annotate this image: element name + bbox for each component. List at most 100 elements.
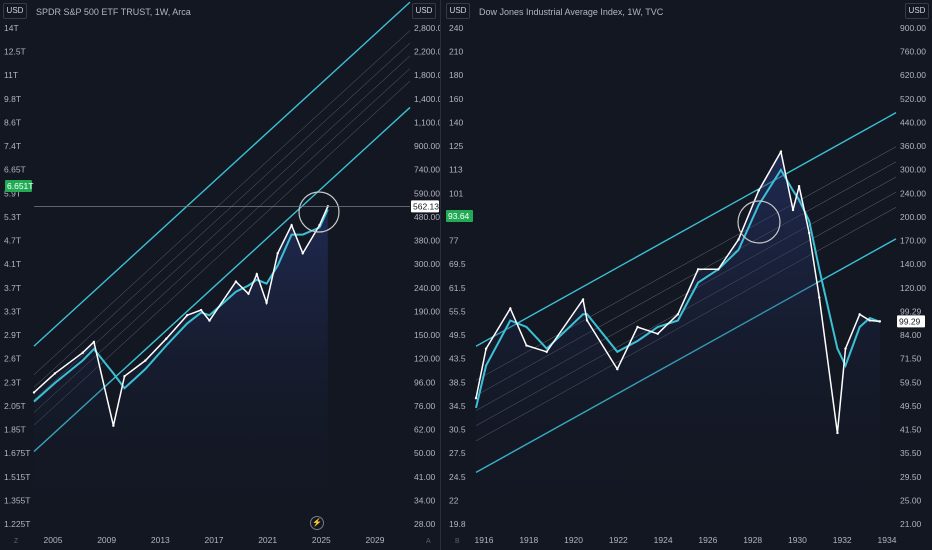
price-point xyxy=(868,319,871,322)
left-axis-tick: 30.5 xyxy=(449,425,466,435)
right-currency-badge[interactable]: USD xyxy=(412,3,436,19)
price-point xyxy=(290,223,293,227)
left-price-tag: 6.651T xyxy=(7,181,33,191)
highlight-circle xyxy=(298,191,340,233)
price-point xyxy=(581,298,585,301)
left-axis-tick: 1.225T xyxy=(4,519,30,529)
left-axis-tick: 2.9T xyxy=(4,330,21,340)
x-axis-tick: 2013 xyxy=(151,535,170,545)
price-point xyxy=(797,184,801,188)
price-point xyxy=(301,252,304,255)
right-axis-tick: 59.50 xyxy=(900,377,922,387)
left-axis-tick: 12.5T xyxy=(4,47,26,57)
price-point xyxy=(234,280,238,283)
left-axis-tick: 140 xyxy=(449,117,463,127)
right-axis-tick: 1,800.00 xyxy=(414,70,441,80)
right-axis-tick: 1,400.00 xyxy=(414,94,441,104)
price-point xyxy=(199,308,203,312)
right-axis-tick: 62.00 xyxy=(414,425,436,435)
right-axis-tick: 480.00 xyxy=(414,212,440,222)
spy-chart-pane[interactable]: 14T 12.5T 11T 9.8T 8.6T 7.4T 6.65T 5.9T 5.3T 4.7T… xyxy=(0,0,441,550)
right-axis-tick: 740.00 xyxy=(414,165,440,175)
corner-label-right: A xyxy=(426,538,431,545)
right-axis-tick: 41.00 xyxy=(414,472,436,482)
dow-chart-title: Dow Jones Industrial Average Index, 1W, … xyxy=(479,7,664,17)
left-axis-tick: 43.5 xyxy=(449,354,466,364)
price-point xyxy=(545,350,548,354)
channel-line xyxy=(33,55,411,401)
left-axis-tick: 14T xyxy=(4,23,19,33)
left-axis-tick: 27.5 xyxy=(449,448,466,458)
price-point xyxy=(676,313,680,316)
left-axis-tick: 24.5 xyxy=(449,472,466,482)
price-point xyxy=(791,208,795,212)
dow-chart-pane[interactable]: 240210180160140125113101897769.561.555.5… xyxy=(441,0,932,550)
left-axis-tick: 11T xyxy=(4,70,18,80)
left-axis-tick: 34.5 xyxy=(449,401,466,411)
price-point xyxy=(255,273,259,276)
x-axis-tick: 1926 xyxy=(698,535,717,545)
right-axis-tick: 96.00 xyxy=(414,377,436,387)
price-point xyxy=(585,319,589,322)
left-axis-tick: 3.7T xyxy=(4,283,21,293)
left-axis-tick: 1.515T xyxy=(4,472,30,482)
price-point xyxy=(165,337,168,340)
left-axis-tick: 22 xyxy=(449,495,459,505)
last-price-tag: 99.29 xyxy=(899,316,921,326)
left-axis-tick: 5.9T xyxy=(4,188,21,198)
left-price-tag: 93.64 xyxy=(448,211,470,221)
left-axis-tick: 5.3T xyxy=(4,212,21,222)
right-axis-tick: 240.00 xyxy=(900,188,926,198)
spy-chart-title: SPDR S&P 500 ETF TRUST, 1W, Arca xyxy=(36,7,191,17)
x-axis-tick: 1920 xyxy=(564,535,583,545)
price-point xyxy=(81,351,84,354)
left-axis-tick: 77 xyxy=(449,236,459,246)
price-point xyxy=(92,340,96,344)
price-point xyxy=(656,332,659,335)
lightning-icon[interactable]: ⚡ xyxy=(310,516,324,530)
price-point xyxy=(318,223,321,227)
price-point xyxy=(757,189,760,192)
x-axis-tick: 1930 xyxy=(788,535,807,545)
right-axis-tick: 300.00 xyxy=(900,165,926,175)
right-axis-tick: 41.50 xyxy=(900,425,922,435)
price-point xyxy=(525,344,528,347)
right-axis-tick: 590.00 xyxy=(414,188,440,198)
right-axis-tick: 34.00 xyxy=(414,495,436,505)
right-axis-tick: 99.29 xyxy=(900,306,922,316)
dow-left-currency-badge[interactable]: USD xyxy=(446,3,470,19)
channel-line xyxy=(33,43,411,388)
price-area-fill xyxy=(476,151,880,530)
right-axis-tick: 1,100.00 xyxy=(414,117,441,127)
channel-line xyxy=(475,112,897,347)
left-axis-tick: 240 xyxy=(449,23,463,33)
price-point xyxy=(53,372,57,375)
left-axis-tick: 1.355T xyxy=(4,495,30,505)
price-point xyxy=(844,347,847,350)
left-axis-tick: 9.8T xyxy=(4,94,21,104)
left-axis-tick: 160 xyxy=(449,94,463,104)
left-price-tag-box xyxy=(446,210,473,222)
right-axis-tick: 2,200.00 xyxy=(414,47,441,57)
right-axis-tick: 120.00 xyxy=(900,283,926,293)
pane-divider[interactable] xyxy=(440,0,441,550)
left-axis-tick: 69.5 xyxy=(449,259,466,269)
price-point xyxy=(717,268,720,271)
price-point xyxy=(616,367,619,371)
left-axis-tick: 3.3T xyxy=(4,306,21,316)
left-axis-tick: 7.4T xyxy=(4,141,21,151)
price-point xyxy=(112,424,115,427)
price-point xyxy=(276,252,279,255)
price-point xyxy=(807,231,811,235)
left-currency-badge[interactable]: USD xyxy=(3,3,27,19)
last-price-tag-box xyxy=(411,200,439,213)
corner-label-left: Z xyxy=(14,538,19,545)
left-axis-tick: 2.3T xyxy=(4,377,21,387)
dow-right-currency-badge[interactable]: USD xyxy=(905,3,929,19)
right-axis-tick: 84.00 xyxy=(900,330,922,340)
spy-chart-svg: 14T 12.5T 11T 9.8T 8.6T 7.4T 6.65T 5.9T 5.3T 4.7T… xyxy=(4,1,441,545)
left-axis-tick: 113 xyxy=(449,165,463,175)
left-axis-tick: 61.5 xyxy=(449,283,466,293)
left-axis-tick: 6.65T xyxy=(4,165,26,175)
last-price-tag: 562.13 xyxy=(413,201,439,211)
